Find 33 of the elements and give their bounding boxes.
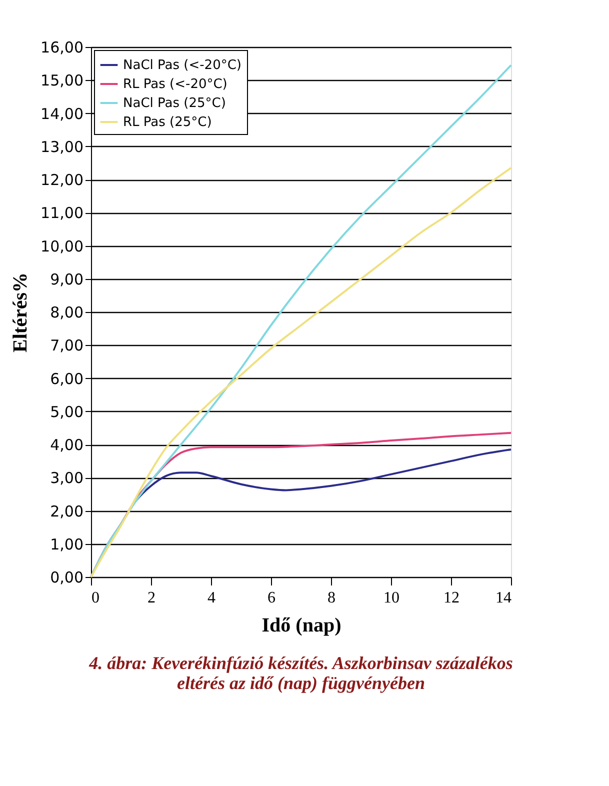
legend-label: RL Pas (<-20°C) <box>123 77 228 92</box>
x-tick-label: 14 <box>496 590 512 606</box>
x-tick-label: 8 <box>328 590 336 606</box>
x-tick-label: 6 <box>268 590 276 606</box>
y-tick-label: 5,00 <box>50 402 84 421</box>
y-tick-label: 12,00 <box>40 171 84 189</box>
x-tick-label: 10 <box>384 590 400 606</box>
x-tick-label: 4 <box>208 590 216 606</box>
y-tick-label: 13,00 <box>40 138 84 156</box>
text: 4. ábra: Keverékinfúzió készítés. Aszkorbinsav százalékos <box>88 653 513 673</box>
x-tick-label: 2 <box>148 590 156 606</box>
y-tick-label: 4,00 <box>50 436 84 454</box>
y-tick-label: 2,00 <box>50 502 84 520</box>
legend-label: NaCl Pas (25°C) <box>123 96 226 111</box>
y-tick-label: 15,00 <box>40 72 84 90</box>
y-tick-label: 3,00 <box>50 469 84 488</box>
y-tick-label: 16,00 <box>40 38 84 56</box>
x-axis-title: Idő (nap) <box>262 614 342 636</box>
y-tick-label: 1,00 <box>50 535 84 554</box>
y-tick-label: 9,00 <box>50 270 84 288</box>
legend-label: NaCl Pas (<-20°C) <box>123 58 242 73</box>
y-axis-title: Eltérés% <box>10 272 32 352</box>
y-tick-label: 11,00 <box>40 204 84 222</box>
y-tick-label: 8,00 <box>50 304 84 322</box>
x-tick-label: 0 <box>92 590 100 606</box>
y-tick-label: 14,00 <box>40 104 84 123</box>
x-tick-label: 12 <box>444 590 460 606</box>
y-tick-label: 6,00 <box>50 370 84 388</box>
text: eltérés az idő (nap) függvényében <box>177 673 425 693</box>
y-tick-label: 10,00 <box>40 237 84 256</box>
y-tick-label: 7,00 <box>50 336 84 355</box>
legend-label: RL Pas (25°C) <box>123 115 212 130</box>
y-tick-label: 0,00 <box>50 568 84 586</box>
